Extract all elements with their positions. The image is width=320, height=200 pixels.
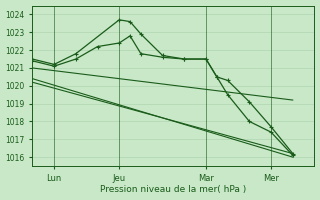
X-axis label: Pression niveau de la mer( hPa ): Pression niveau de la mer( hPa ) [100,185,247,194]
